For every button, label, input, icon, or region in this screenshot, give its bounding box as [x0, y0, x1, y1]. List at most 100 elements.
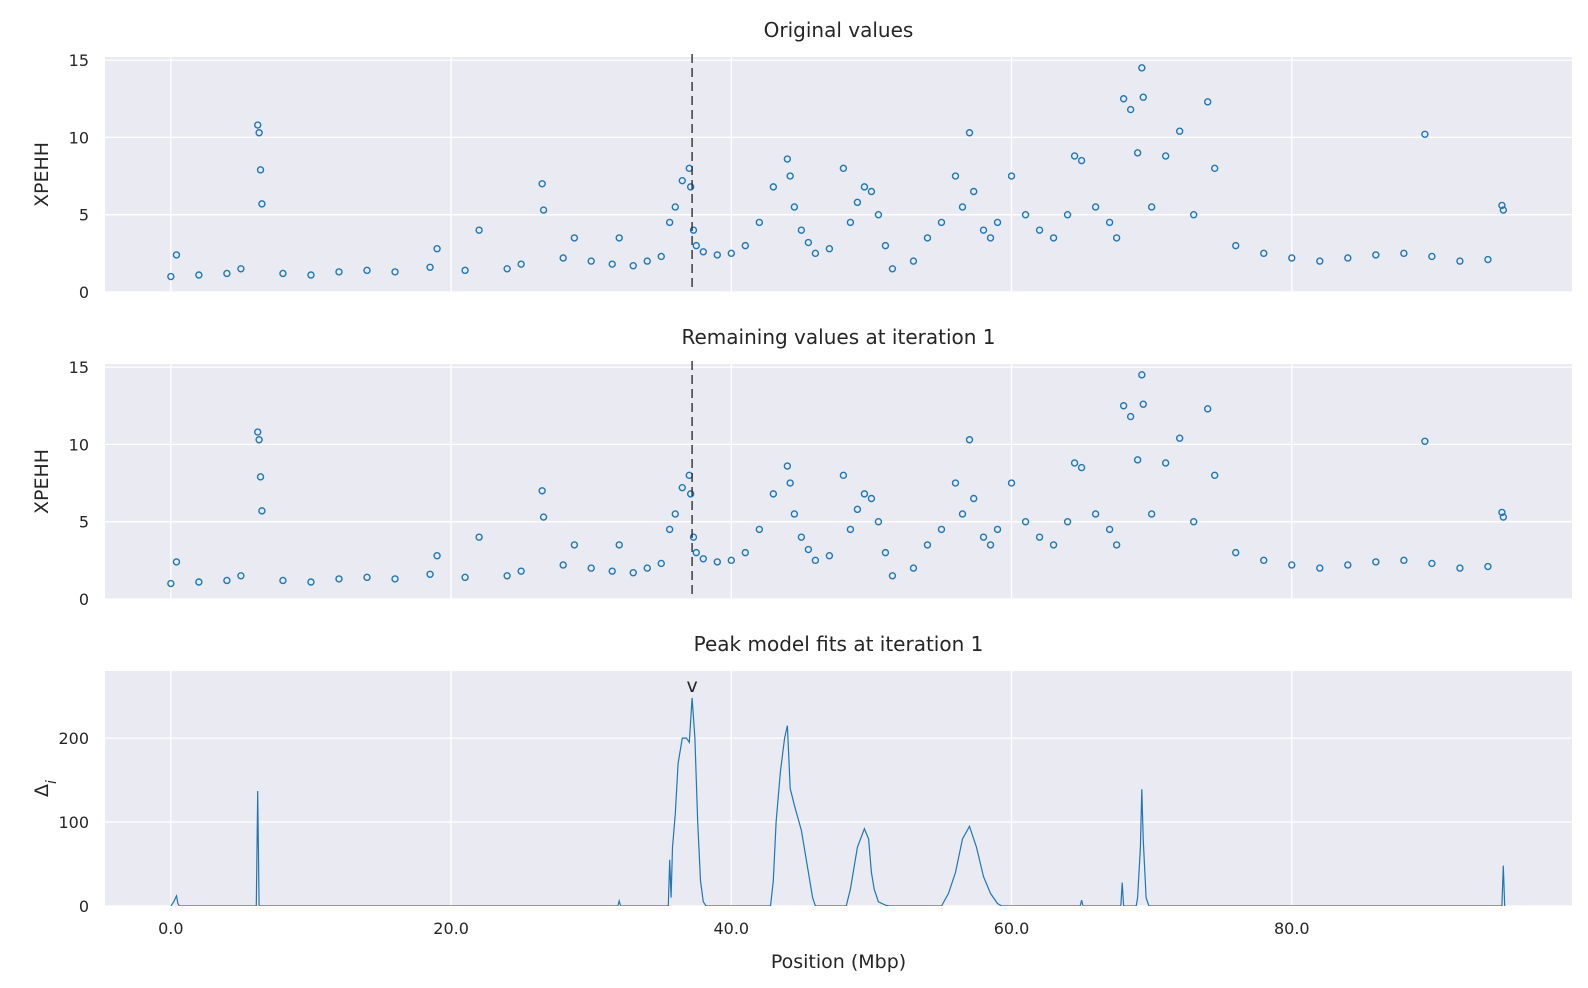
data-point [825, 552, 834, 560]
data-point [692, 241, 700, 250]
data-point [307, 271, 315, 279]
data-point [426, 570, 434, 578]
data-point [1049, 541, 1058, 549]
data-point [461, 266, 469, 275]
data-point [811, 249, 820, 258]
data-point [539, 206, 548, 214]
y-tick-label: 10 [69, 435, 89, 454]
data-point [888, 265, 897, 273]
data-point [1484, 255, 1492, 264]
data-point [846, 525, 855, 534]
data-point [1063, 210, 1072, 219]
data-point [923, 234, 932, 242]
data-point [1498, 508, 1506, 517]
x-tick-label: 60.0 [994, 919, 1030, 938]
data-point [538, 487, 546, 495]
data-point [517, 567, 525, 575]
data-point [1211, 164, 1219, 173]
data-point [1063, 517, 1072, 526]
data-point [986, 234, 995, 242]
data-point [965, 436, 974, 444]
data-point [1400, 556, 1408, 565]
data-point [1070, 152, 1079, 160]
data-point [1232, 241, 1240, 250]
y-tick-label: 10 [69, 128, 89, 147]
data-point [951, 172, 960, 180]
x-tick-label: 40.0 [713, 919, 749, 938]
x-axis-label: Position (Mbp) [771, 951, 906, 973]
data-point [1260, 249, 1268, 258]
data-point [1049, 234, 1058, 242]
data-point [1400, 249, 1408, 258]
data-point [970, 187, 978, 196]
data-point [727, 249, 736, 258]
data-point [797, 226, 806, 234]
data-point [1428, 559, 1436, 568]
y-axis-label: Δi [31, 780, 60, 797]
data-point [741, 548, 750, 557]
data-point [786, 172, 794, 180]
data-point [846, 218, 855, 227]
data-point [686, 490, 695, 498]
data-point [923, 541, 932, 549]
data-point [958, 510, 967, 518]
data-point [1112, 541, 1121, 549]
data-point [713, 251, 722, 259]
data-point [279, 269, 287, 278]
data-point [1421, 130, 1429, 139]
data-point [689, 226, 698, 234]
data-point [1499, 513, 1508, 521]
y-tick-label: 200 [58, 729, 89, 748]
data-point [853, 198, 862, 207]
data-point [790, 203, 799, 211]
data-point [1035, 533, 1044, 541]
data-point [1147, 510, 1156, 518]
data-point [1211, 471, 1219, 480]
data-point [1133, 456, 1142, 464]
data-point [255, 436, 263, 444]
data-point [608, 567, 616, 575]
data-point [1372, 251, 1380, 259]
data-point [657, 559, 665, 568]
data-point [860, 183, 869, 191]
data-point [797, 533, 806, 541]
data-point [1035, 226, 1044, 234]
data-point [678, 483, 686, 492]
data-point [643, 257, 651, 265]
data-point [391, 268, 399, 276]
data-point [713, 558, 722, 566]
data-point [1288, 561, 1296, 569]
data-point [1189, 517, 1198, 526]
data-point [1138, 371, 1146, 379]
data-point [909, 257, 918, 265]
data-point [769, 490, 778, 498]
data-point [657, 252, 665, 261]
data-point [689, 533, 698, 541]
data-point [643, 564, 651, 572]
data-layer [167, 64, 1508, 281]
data-point [965, 129, 974, 137]
y-axis-label-main: Δ [31, 784, 53, 797]
data-point [237, 572, 245, 580]
data-point [433, 245, 441, 253]
data-point [1260, 556, 1268, 565]
data-point [255, 129, 263, 137]
y-tick-label: 0 [79, 283, 89, 302]
panel-title: Remaining values at iteration 1 [682, 325, 996, 349]
x-tick-label: 0.0 [158, 919, 183, 938]
data-point [888, 572, 897, 580]
data-point [937, 218, 946, 227]
plot-background [105, 57, 1572, 292]
y-tick-label: 0 [79, 897, 89, 916]
data-point [958, 203, 967, 211]
data-point [363, 573, 371, 582]
data-point [1126, 105, 1135, 114]
data-point [909, 564, 918, 572]
data-point [195, 271, 203, 279]
data-point [867, 187, 876, 196]
data-point [223, 576, 231, 585]
data-point [1126, 412, 1135, 421]
data-point [608, 260, 616, 268]
data-point [167, 579, 175, 588]
